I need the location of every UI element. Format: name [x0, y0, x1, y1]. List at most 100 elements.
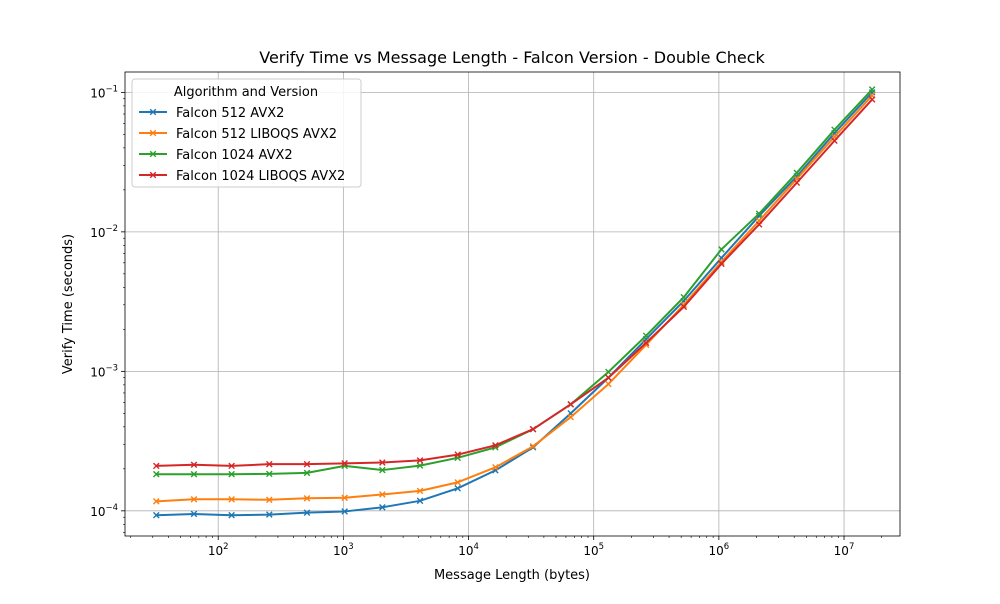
- data-point: [718, 245, 725, 253]
- data-point: [416, 497, 424, 505]
- x-tick-label: 102: [208, 542, 229, 558]
- data-point: [266, 460, 273, 468]
- data-point: [492, 442, 499, 449]
- data-point: [152, 462, 160, 470]
- data-point: [755, 210, 763, 217]
- data-point: [605, 374, 612, 382]
- data-point: [454, 479, 461, 486]
- data-point: [228, 462, 235, 470]
- legend-marker: [149, 150, 157, 158]
- data-point: [379, 466, 386, 474]
- y-tick-label: 10−2: [90, 224, 118, 240]
- data-point: [303, 509, 311, 516]
- data-point: [266, 496, 273, 504]
- data-point: [642, 332, 650, 340]
- data-point: [454, 485, 461, 492]
- data-point: [793, 169, 801, 177]
- x-tick-label: 103: [333, 542, 354, 558]
- data-point: [379, 459, 386, 466]
- series-line: [156, 91, 873, 517]
- data-point: [303, 469, 311, 477]
- data-point: [755, 221, 763, 228]
- data-point: [868, 86, 876, 93]
- data-point: [567, 401, 575, 408]
- data-point: [793, 179, 801, 187]
- data-point: [152, 470, 160, 478]
- data-point: [152, 498, 160, 505]
- data-point: [567, 413, 575, 421]
- y-tick-label: 10−1: [90, 84, 118, 100]
- data-point: [152, 511, 160, 519]
- data-point: [266, 470, 273, 478]
- data-point: [718, 260, 725, 268]
- data-point: [416, 487, 424, 495]
- plot-area-frame: [124, 71, 901, 537]
- y-axis-label: Verify Time (seconds): [61, 234, 76, 374]
- legend-label: Falcon 1024 AVX2: [176, 148, 293, 163]
- plot-series: [152, 86, 876, 519]
- data-point: [605, 380, 612, 388]
- data-point: [868, 96, 876, 103]
- data-point: [341, 460, 348, 467]
- series-line: [156, 98, 873, 467]
- x-tick-label: 105: [583, 542, 604, 558]
- data-point: [303, 460, 311, 468]
- y-axis-ticks: 10−4 10−3 10−2 10−1: [90, 84, 125, 533]
- data-point: [341, 494, 348, 502]
- x-tick-label: 107: [834, 542, 855, 558]
- data-point: [190, 461, 198, 469]
- data-point: [831, 126, 838, 134]
- data-point: [642, 341, 650, 349]
- legend-entry: Falcon 512 LIBOQS AVX2: [139, 127, 337, 142]
- series-line: [156, 94, 873, 503]
- data-point: [228, 495, 235, 503]
- y-tick-label: 10−4: [90, 503, 118, 519]
- legend-marker: [149, 171, 157, 179]
- data-point: [529, 425, 537, 433]
- data-point: [228, 511, 235, 519]
- data-point: [190, 495, 198, 503]
- legend-entries: Falcon 512 AVX2 Falcon 512 LIBOQS AVX2 Fal…: [139, 106, 345, 184]
- x-tick-label: 104: [458, 542, 479, 558]
- data-point: [341, 508, 348, 515]
- data-point: [416, 462, 424, 469]
- data-point: [831, 137, 838, 145]
- x-axis-ticks: 102 103 104 105 106 107: [130, 536, 883, 558]
- data-point: [605, 368, 612, 376]
- data-point: [303, 494, 311, 502]
- data-point: [379, 504, 386, 511]
- x-tick-label: 106: [709, 542, 730, 558]
- data-point: [190, 510, 198, 518]
- legend-entry: Falcon 1024 LIBOQS AVX2: [139, 169, 345, 184]
- legend-label: Falcon 512 AVX2: [176, 106, 284, 121]
- legend-box: [131, 78, 362, 188]
- legend: Algorithm and Version Falcon 512 AVX2Fal…: [131, 78, 362, 188]
- grid-lines: [125, 72, 900, 536]
- series-2: [152, 92, 876, 505]
- chart-title: Verify Time vs Message Length - Falcon V…: [259, 48, 765, 67]
- legend-marker: [149, 108, 157, 116]
- data-point: [190, 470, 198, 478]
- data-point: [416, 457, 424, 464]
- legend-marker: [149, 129, 157, 137]
- legend-title: Algorithm and Version: [174, 85, 318, 100]
- y-tick-label: 10−3: [90, 363, 118, 379]
- series-4: [152, 96, 876, 470]
- data-point: [529, 443, 537, 450]
- x-axis-label: Message Length (bytes): [434, 568, 590, 583]
- legend-label: Falcon 1024 LIBOQS AVX2: [176, 169, 345, 184]
- data-point: [680, 293, 688, 301]
- data-point: [379, 491, 386, 498]
- data-point: [680, 301, 688, 309]
- legend-entry: Falcon 1024 AVX2: [139, 148, 293, 163]
- data-point: [228, 470, 235, 478]
- data-point: [718, 258, 725, 266]
- data-point: [642, 339, 650, 347]
- legend-entry: Falcon 512 AVX2: [139, 106, 284, 121]
- data-point: [454, 451, 461, 458]
- legend-label: Falcon 512 LIBOQS AVX2: [176, 127, 337, 142]
- data-point: [680, 303, 688, 311]
- data-point: [266, 511, 273, 518]
